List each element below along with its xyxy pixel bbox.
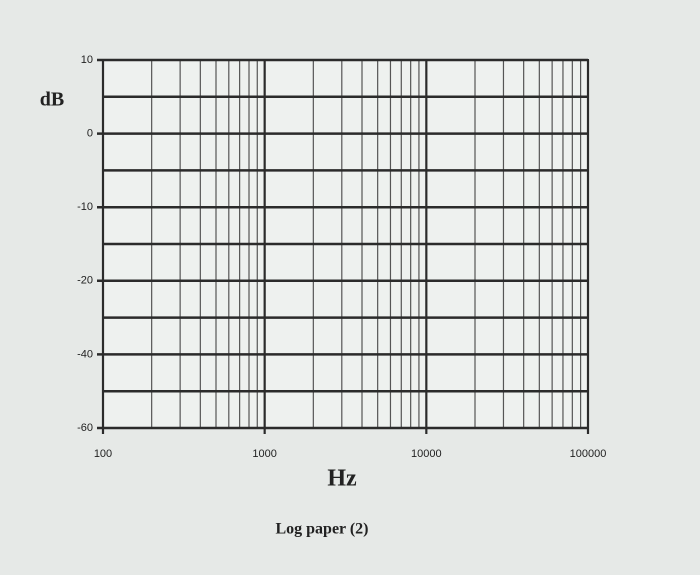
y-tick-label: -40 [77,348,93,360]
x-tick-label: 100000 [570,448,607,460]
x-tick-label: 100 [94,448,112,460]
y-axis-title: dB [40,89,64,111]
y-tick-label: 10 [81,54,93,66]
y-tick-label: -10 [77,201,93,213]
x-axis-title: Hz [327,466,357,492]
x-tick-label: 1000 [252,448,276,460]
y-tick-label: -20 [77,275,93,287]
caption: Log paper (2) [275,521,368,538]
plot-border [102,59,589,429]
y-tick-label: 0 [87,128,93,140]
y-tick-label: -60 [77,422,93,434]
x-tick-label: 10000 [411,448,442,460]
